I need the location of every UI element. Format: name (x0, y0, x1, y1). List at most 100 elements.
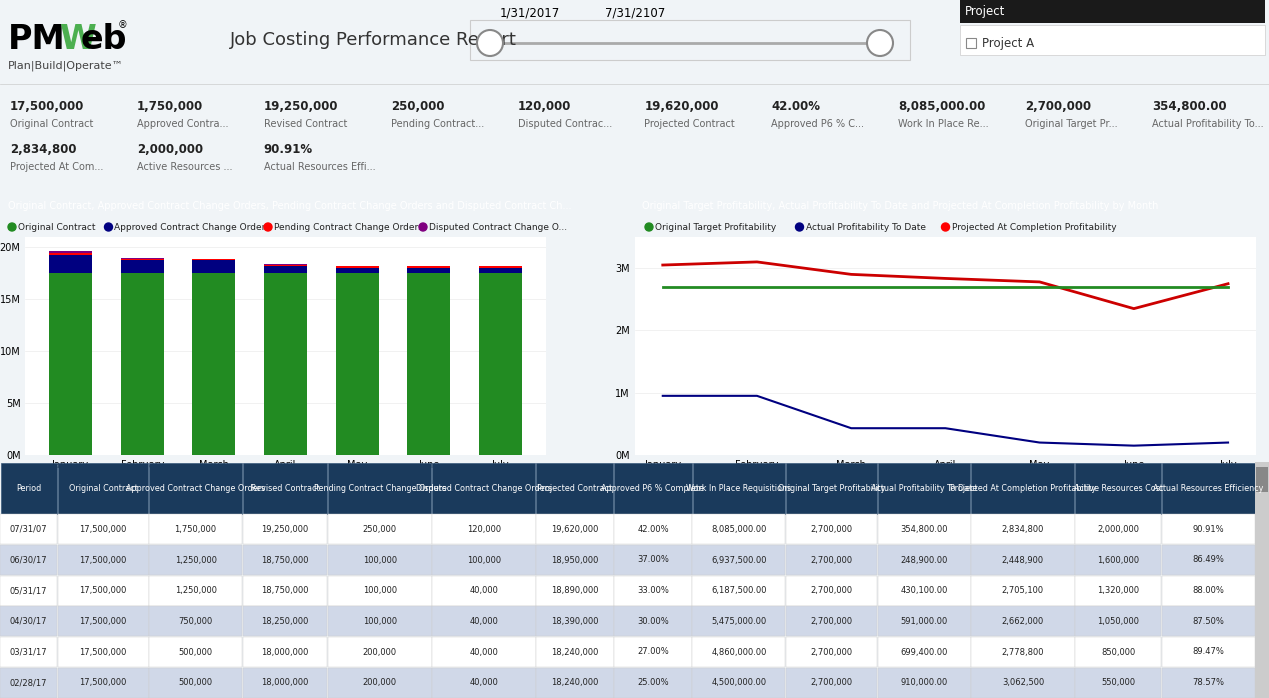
Bar (49, 253, 93, 255)
Text: 2,662,000: 2,662,000 (1001, 617, 1044, 626)
Projected At Completion Profitability (938, 274, 953, 283)
Text: 120,000: 120,000 (518, 100, 571, 113)
Bar (614, 545, 692, 575)
Bar (971, 463, 1075, 514)
Bar (537, 607, 614, 637)
Bar (786, 607, 877, 637)
Bar (0, 576, 57, 606)
Text: Revised Contract: Revised Contract (251, 484, 320, 493)
Text: 18,890,000: 18,890,000 (551, 586, 599, 595)
Bar (1255, 462, 1269, 698)
Text: Disputed Contract Change O...: Disputed Contract Change O... (429, 223, 567, 232)
Circle shape (645, 223, 654, 231)
Bar (537, 514, 614, 544)
Text: 02/28/17: 02/28/17 (10, 678, 47, 687)
Text: 1/31/2017: 1/31/2017 (500, 7, 560, 20)
Text: Original Contract: Original Contract (10, 119, 94, 129)
Text: 33.00%: 33.00% (637, 586, 669, 595)
Bar (49, 255, 93, 274)
Text: Plan|Build|Operate™: Plan|Build|Operate™ (8, 61, 124, 71)
Circle shape (867, 30, 893, 56)
Bar (971, 576, 1075, 606)
Original Target Profitability (938, 283, 953, 291)
Text: Projected At Completion Profitability: Projected At Completion Profitability (950, 484, 1096, 493)
Text: 17,500,000: 17,500,000 (80, 648, 127, 657)
Bar (329, 607, 431, 637)
Text: Pending Contract Change Orders: Pending Contract Change Orders (313, 484, 445, 493)
Bar (1161, 576, 1255, 606)
Actual Profitability To Date (1126, 441, 1141, 450)
Bar (537, 637, 614, 667)
Text: 19,620,000: 19,620,000 (645, 100, 720, 113)
Text: 40,000: 40,000 (470, 617, 499, 626)
Text: Pending Contract...: Pending Contract... (391, 119, 483, 129)
Projected At Completion Profitability (1221, 279, 1236, 288)
Text: 17,500,000: 17,500,000 (80, 525, 127, 534)
Text: 354,800.00: 354,800.00 (1152, 100, 1227, 113)
Bar (0, 637, 57, 667)
Text: Approved P6 % Complete: Approved P6 % Complete (602, 484, 704, 493)
Text: 2,834,800: 2,834,800 (10, 143, 76, 156)
Bar (121, 274, 164, 455)
Bar (614, 463, 692, 514)
Text: 06/30/17: 06/30/17 (10, 556, 47, 565)
Bar (878, 576, 971, 606)
Bar (1075, 637, 1161, 667)
Text: 19,250,000: 19,250,000 (261, 525, 308, 534)
Bar (614, 637, 692, 667)
Text: 18,750,000: 18,750,000 (261, 556, 308, 565)
Text: 2,700,000: 2,700,000 (811, 648, 853, 657)
Bar (614, 514, 692, 544)
Bar (1161, 514, 1255, 544)
Text: 500,000: 500,000 (179, 648, 213, 657)
Text: 30.00%: 30.00% (637, 617, 669, 626)
Text: 05/31/17: 05/31/17 (10, 586, 47, 595)
Text: 1,750,000: 1,750,000 (137, 100, 203, 113)
Bar (407, 274, 450, 455)
Line: Actual Profitability To Date: Actual Profitability To Date (662, 396, 1228, 445)
Bar (693, 637, 786, 667)
Text: 18,000,000: 18,000,000 (261, 648, 308, 657)
Actual Profitability To Date (1221, 438, 1236, 447)
Text: 4,500,000.00: 4,500,000.00 (712, 678, 766, 687)
Bar (329, 514, 431, 544)
Bar (1075, 514, 1161, 544)
Text: Actual Profitability To...: Actual Profitability To... (1152, 119, 1264, 129)
Text: Actual Profitability To Date: Actual Profitability To Date (871, 484, 977, 493)
Text: 250,000: 250,000 (391, 100, 444, 113)
Bar (433, 607, 536, 637)
Text: Approved Contract Change Orders: Approved Contract Change Orders (126, 484, 265, 493)
Actual Profitability To Date (938, 424, 953, 432)
Text: Job Costing Performance Report: Job Costing Performance Report (230, 31, 516, 49)
Bar (329, 545, 431, 575)
Bar (1075, 667, 1161, 698)
Text: Original Target Profitability: Original Target Profitability (655, 223, 777, 232)
Bar (329, 637, 431, 667)
Text: eb: eb (81, 23, 127, 56)
Actual Profitability To Date (655, 392, 670, 400)
Text: 100,000: 100,000 (363, 586, 397, 595)
Bar (693, 545, 786, 575)
Text: 6,187,500.00: 6,187,500.00 (711, 586, 766, 595)
Bar (193, 260, 235, 274)
Original Target Profitability (844, 283, 859, 291)
Text: Original Contract: Original Contract (18, 223, 95, 232)
Text: Original Target Pr...: Original Target Pr... (1025, 119, 1118, 129)
Bar (1075, 607, 1161, 637)
Text: Projected Contract: Projected Contract (537, 484, 613, 493)
Projected At Completion Profitability (655, 261, 670, 269)
Text: 100,000: 100,000 (467, 556, 501, 565)
Projected At Completion Profitability (750, 258, 765, 266)
Bar (1256, 467, 1268, 492)
Text: 42.00%: 42.00% (637, 525, 669, 534)
Bar (242, 463, 327, 514)
Bar (786, 576, 877, 606)
Bar (614, 607, 692, 637)
Text: 100,000: 100,000 (363, 556, 397, 565)
Text: 17,500,000: 17,500,000 (80, 617, 127, 626)
Text: 18,250,000: 18,250,000 (261, 617, 308, 626)
Text: PM: PM (8, 23, 66, 56)
Bar (336, 274, 378, 455)
Bar (878, 607, 971, 637)
Bar (614, 667, 692, 698)
